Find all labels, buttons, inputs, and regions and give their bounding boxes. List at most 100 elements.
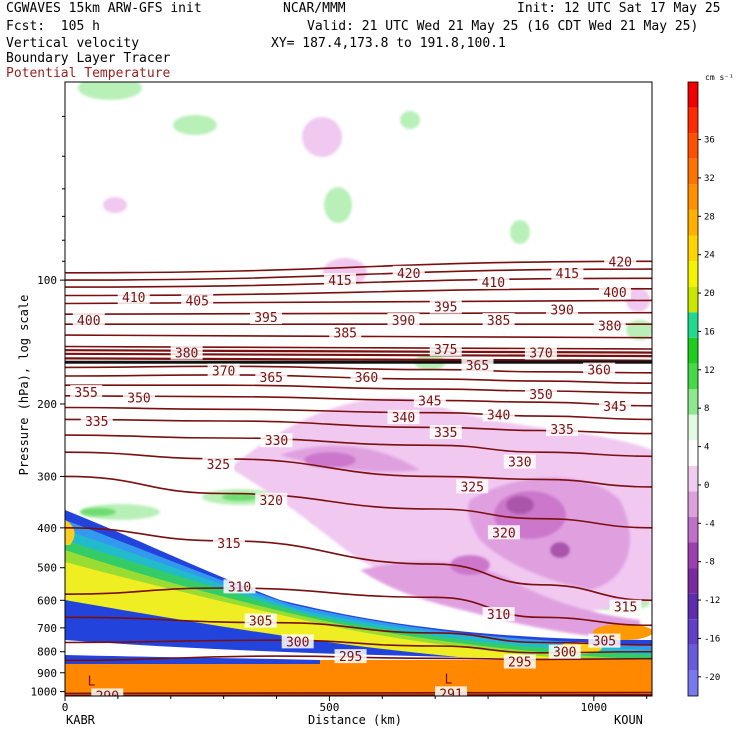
tracer-layer xyxy=(65,655,320,664)
model-title: CGWAVES 15km ARW-GFS init xyxy=(6,1,202,16)
theta-label: 290 xyxy=(96,689,119,704)
theta-label: 415 xyxy=(328,274,351,289)
xy-endpoints: XY= 187.4,173.8 to 191.8,100.1 xyxy=(271,36,506,51)
colorbar-swatch xyxy=(688,261,698,287)
potential-temperature-labels: 420 420 415 415 410 410 405 400 400 395 395 390 390 3… xyxy=(70,254,642,704)
colorbar-label: -8 xyxy=(704,558,715,568)
low-marker: L xyxy=(444,673,452,688)
theta-label: 315 xyxy=(614,601,637,616)
theta-label: 330 xyxy=(265,434,288,449)
y-tick-label: 300 xyxy=(37,470,57,483)
theta-label: 300 xyxy=(553,646,576,661)
theta-contour-330 xyxy=(65,434,652,458)
colorbar-label: 0 xyxy=(704,481,709,491)
colorbar-swatch xyxy=(688,158,698,185)
theta-contour-345 xyxy=(65,395,652,407)
theta-label: 420 xyxy=(397,267,420,282)
theta-label-bg xyxy=(223,579,256,594)
theta-label-bg xyxy=(249,310,282,325)
theta-label-bg xyxy=(255,370,288,385)
colorbar-label: 32 xyxy=(704,174,715,184)
downdraft-blob xyxy=(103,197,127,213)
theta-label-bg xyxy=(429,425,462,440)
theta-label-bg xyxy=(609,599,642,614)
theta-contour-310 xyxy=(65,587,652,627)
colorbar-label: 8 xyxy=(704,404,709,414)
theta-label: 390 xyxy=(550,304,573,319)
colorbar-label: 4 xyxy=(704,443,709,453)
theta-label: 310 xyxy=(228,580,251,595)
theta-label-bg xyxy=(255,492,288,507)
theta-label: 315 xyxy=(217,537,240,552)
theta-label-bg xyxy=(482,312,515,327)
colorbar-swatch xyxy=(688,491,698,517)
right-endpoint-label: KOUN xyxy=(614,713,643,727)
strong-upward-motion xyxy=(80,493,258,516)
theta-label: 300 xyxy=(286,635,309,650)
colorbar-label: -4 xyxy=(704,519,715,529)
theta-label-bg xyxy=(413,393,446,408)
theta-label-bg xyxy=(548,644,581,659)
updraft-blob xyxy=(400,111,420,129)
theta-label-bg xyxy=(350,370,383,385)
theta-label-bg xyxy=(334,649,367,664)
tracer-surface-layer xyxy=(65,660,652,695)
tracer-patch xyxy=(65,520,75,545)
theta-contour-355 xyxy=(65,374,652,384)
y-tick-label: 600 xyxy=(37,594,57,607)
colorbar-swatch xyxy=(688,619,698,645)
theta-label-bg xyxy=(524,386,557,401)
colorbar-swatch xyxy=(688,235,698,262)
theta-contour-295 xyxy=(65,655,652,662)
colorbar-swatch xyxy=(688,286,698,313)
theta-label: 420 xyxy=(609,255,632,270)
theta-label-bg xyxy=(181,293,214,308)
updraft-blob xyxy=(173,115,217,135)
theta-label: 340 xyxy=(487,408,510,423)
y-tick-label: 900 xyxy=(37,667,57,680)
colorbar-swatch xyxy=(688,209,698,236)
colorbar-label: -16 xyxy=(704,634,720,644)
colorbar-swatch xyxy=(688,82,698,108)
theta-label-bg xyxy=(123,390,156,405)
theta-label-bg xyxy=(503,454,536,469)
theta-label-bg xyxy=(70,384,103,399)
colorbar-label: -12 xyxy=(704,596,720,606)
theta-label-bg xyxy=(482,607,515,622)
theta-label-bg xyxy=(387,409,420,424)
theta-label: 365 xyxy=(260,371,283,386)
field-potential-temperature: Potential Temperature xyxy=(6,66,171,81)
y-tick-label: 1000 xyxy=(31,686,58,699)
theta-label: 295 xyxy=(508,655,531,670)
theta-label: 395 xyxy=(254,311,277,326)
theta-label-bg xyxy=(207,363,240,378)
theta-label: 335 xyxy=(550,423,573,438)
plot-frame xyxy=(64,81,653,697)
colorbar-swatch xyxy=(688,568,698,594)
theta-label-bg xyxy=(202,457,235,472)
theta-label: 365 xyxy=(466,359,489,374)
theta-label-bg xyxy=(477,274,510,289)
theta-label-bg xyxy=(598,398,631,413)
field-boundary-layer-tracer: Boundary Layer Tracer xyxy=(6,51,171,66)
theta-label: 305 xyxy=(249,615,272,630)
theta-label: 395 xyxy=(434,301,457,316)
theta-label-bg xyxy=(170,345,203,360)
theta-label-bg xyxy=(281,634,314,649)
updraft-blob xyxy=(626,320,652,340)
y-tick-label: 200 xyxy=(37,398,57,411)
theta-label: 380 xyxy=(598,320,621,335)
theta-contour-350 xyxy=(65,384,652,394)
theta-contour-360 xyxy=(65,365,652,374)
field-vertical-velocity: Vertical velocity xyxy=(6,36,140,51)
theta-label: 345 xyxy=(418,394,441,409)
theta-label-bg xyxy=(604,254,637,269)
low-marker: L xyxy=(88,675,96,690)
downdraft-core xyxy=(506,496,534,514)
theta-label: 390 xyxy=(392,314,415,329)
theta-label-bg xyxy=(392,265,425,280)
theta-label: 375 xyxy=(434,343,457,358)
colorbar-swatch xyxy=(688,516,698,543)
updraft-blob xyxy=(78,82,142,100)
